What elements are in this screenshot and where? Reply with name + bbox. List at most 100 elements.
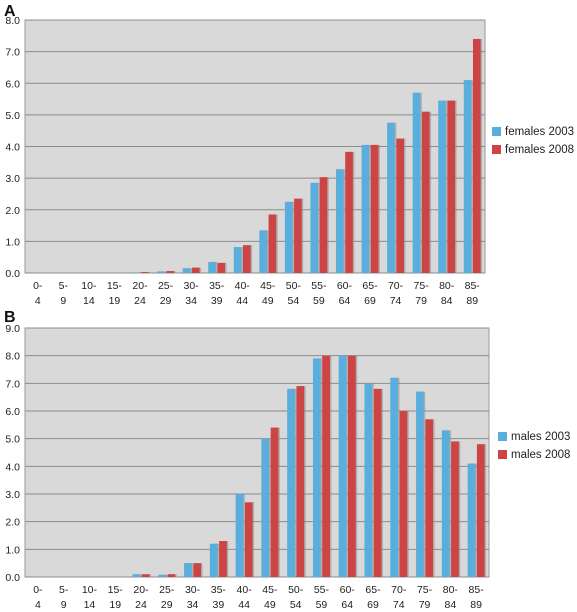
bar <box>294 198 302 273</box>
legend-label: males 2008 <box>511 449 570 461</box>
x-tick-label: 5-9 <box>59 280 69 307</box>
y-tick-label: 9.0 <box>5 323 20 335</box>
bar <box>396 138 404 273</box>
bar <box>347 355 356 577</box>
bar <box>208 261 216 273</box>
x-tick-label: 0-4 <box>33 280 43 307</box>
y-tick-label: 8.0 <box>5 351 20 363</box>
bar <box>268 214 277 273</box>
bar <box>284 201 293 273</box>
x-tick-label: 20-24 <box>133 584 149 611</box>
x-tick-label: 45-49 <box>262 584 278 611</box>
legend-swatch <box>498 432 507 441</box>
bar <box>476 444 485 577</box>
y-tick-label: 5.0 <box>5 110 20 122</box>
bar <box>322 355 330 577</box>
x-tick-label: 60-64 <box>337 280 353 307</box>
bar <box>261 438 270 577</box>
x-tick-label: 40-44 <box>237 584 253 611</box>
bar <box>270 427 279 577</box>
x-tick-label: 50-54 <box>288 584 304 611</box>
bar <box>166 271 174 273</box>
y-tick-label: 4.0 <box>5 461 20 473</box>
x-tick-label: 25-29 <box>159 584 175 611</box>
bar <box>319 177 328 273</box>
x-tick-label: 75-79 <box>417 584 433 611</box>
bar <box>421 111 430 274</box>
x-tick-label: 5-9 <box>59 584 69 611</box>
bar <box>345 151 353 273</box>
bar <box>191 267 200 273</box>
x-tick-label: 15-19 <box>107 280 123 307</box>
bar <box>244 502 253 577</box>
x-tick-label: 60-64 <box>340 584 356 611</box>
legend-label: females 2008 <box>505 144 574 156</box>
bar <box>158 574 167 577</box>
bar <box>184 563 192 577</box>
x-tick-label: 25-29 <box>158 280 174 307</box>
panel-label: B <box>4 309 16 326</box>
bar <box>242 245 251 273</box>
y-tick-label: 5.0 <box>5 434 20 446</box>
bar <box>167 574 176 577</box>
x-tick-label: 70-74 <box>391 584 407 611</box>
x-tick-label: 30-34 <box>184 280 200 307</box>
x-tick-label: 85-89 <box>469 584 485 611</box>
y-tick-label: 1.0 <box>5 236 20 248</box>
y-tick-label: 7.0 <box>5 47 20 59</box>
bar <box>370 144 379 273</box>
x-tick-label: 85-89 <box>465 280 481 307</box>
bar <box>387 122 395 273</box>
bar <box>217 262 226 273</box>
bar <box>182 268 191 273</box>
bar <box>259 230 268 273</box>
x-tick-label: 30-34 <box>185 584 201 611</box>
bar <box>425 419 434 577</box>
bar <box>296 386 305 577</box>
y-tick-label: 8.0 <box>5 15 20 27</box>
bar <box>463 80 472 274</box>
x-tick-label: 80-84 <box>443 584 459 611</box>
x-tick-label: 15-19 <box>108 584 124 611</box>
x-tick-label: 10-14 <box>81 280 97 307</box>
x-tick-label: 55-59 <box>311 280 327 307</box>
x-tick-label: 45-49 <box>260 280 276 307</box>
panel-label: A <box>4 3 16 20</box>
y-tick-label: 3.0 <box>5 173 20 185</box>
x-tick-label: 70-74 <box>388 280 404 307</box>
bar <box>131 272 140 273</box>
y-tick-label: 6.0 <box>5 406 20 418</box>
legend-swatch <box>498 450 507 459</box>
y-tick-label: 2.0 <box>5 205 20 217</box>
legend-label: males 2003 <box>511 431 570 443</box>
bar <box>416 391 424 577</box>
bar <box>132 574 141 577</box>
plot-area <box>24 327 490 578</box>
y-tick-label: 3.0 <box>5 489 20 501</box>
x-tick-label: 40-44 <box>235 280 251 307</box>
bar <box>361 144 370 273</box>
bar <box>467 463 476 577</box>
bar <box>338 355 347 577</box>
bar <box>140 272 149 273</box>
legend-swatch <box>492 127 501 136</box>
bar <box>438 100 446 273</box>
x-tick-label: 55-59 <box>314 584 330 611</box>
bar <box>141 574 150 577</box>
bar <box>364 383 373 577</box>
bar <box>219 541 227 577</box>
bar <box>441 430 450 577</box>
bar <box>193 563 202 577</box>
bar <box>312 358 321 577</box>
bar <box>390 377 399 577</box>
panel-a: A 0.0 1.0 2.0 3.0 4.0 5.0 6.0 7.0 8.0 0-4 5-9 10-14 1… <box>4 3 574 307</box>
x-tick-label: 80-84 <box>439 280 455 307</box>
x-tick-label: 10-14 <box>82 584 98 611</box>
x-tick-label: 20-24 <box>132 280 148 307</box>
y-tick-label: 1.0 <box>5 544 20 556</box>
bar <box>447 100 456 273</box>
y-tick-label: 0.0 <box>5 268 20 280</box>
legend-swatch <box>492 145 501 154</box>
bar <box>399 411 408 577</box>
bar <box>373 388 382 577</box>
